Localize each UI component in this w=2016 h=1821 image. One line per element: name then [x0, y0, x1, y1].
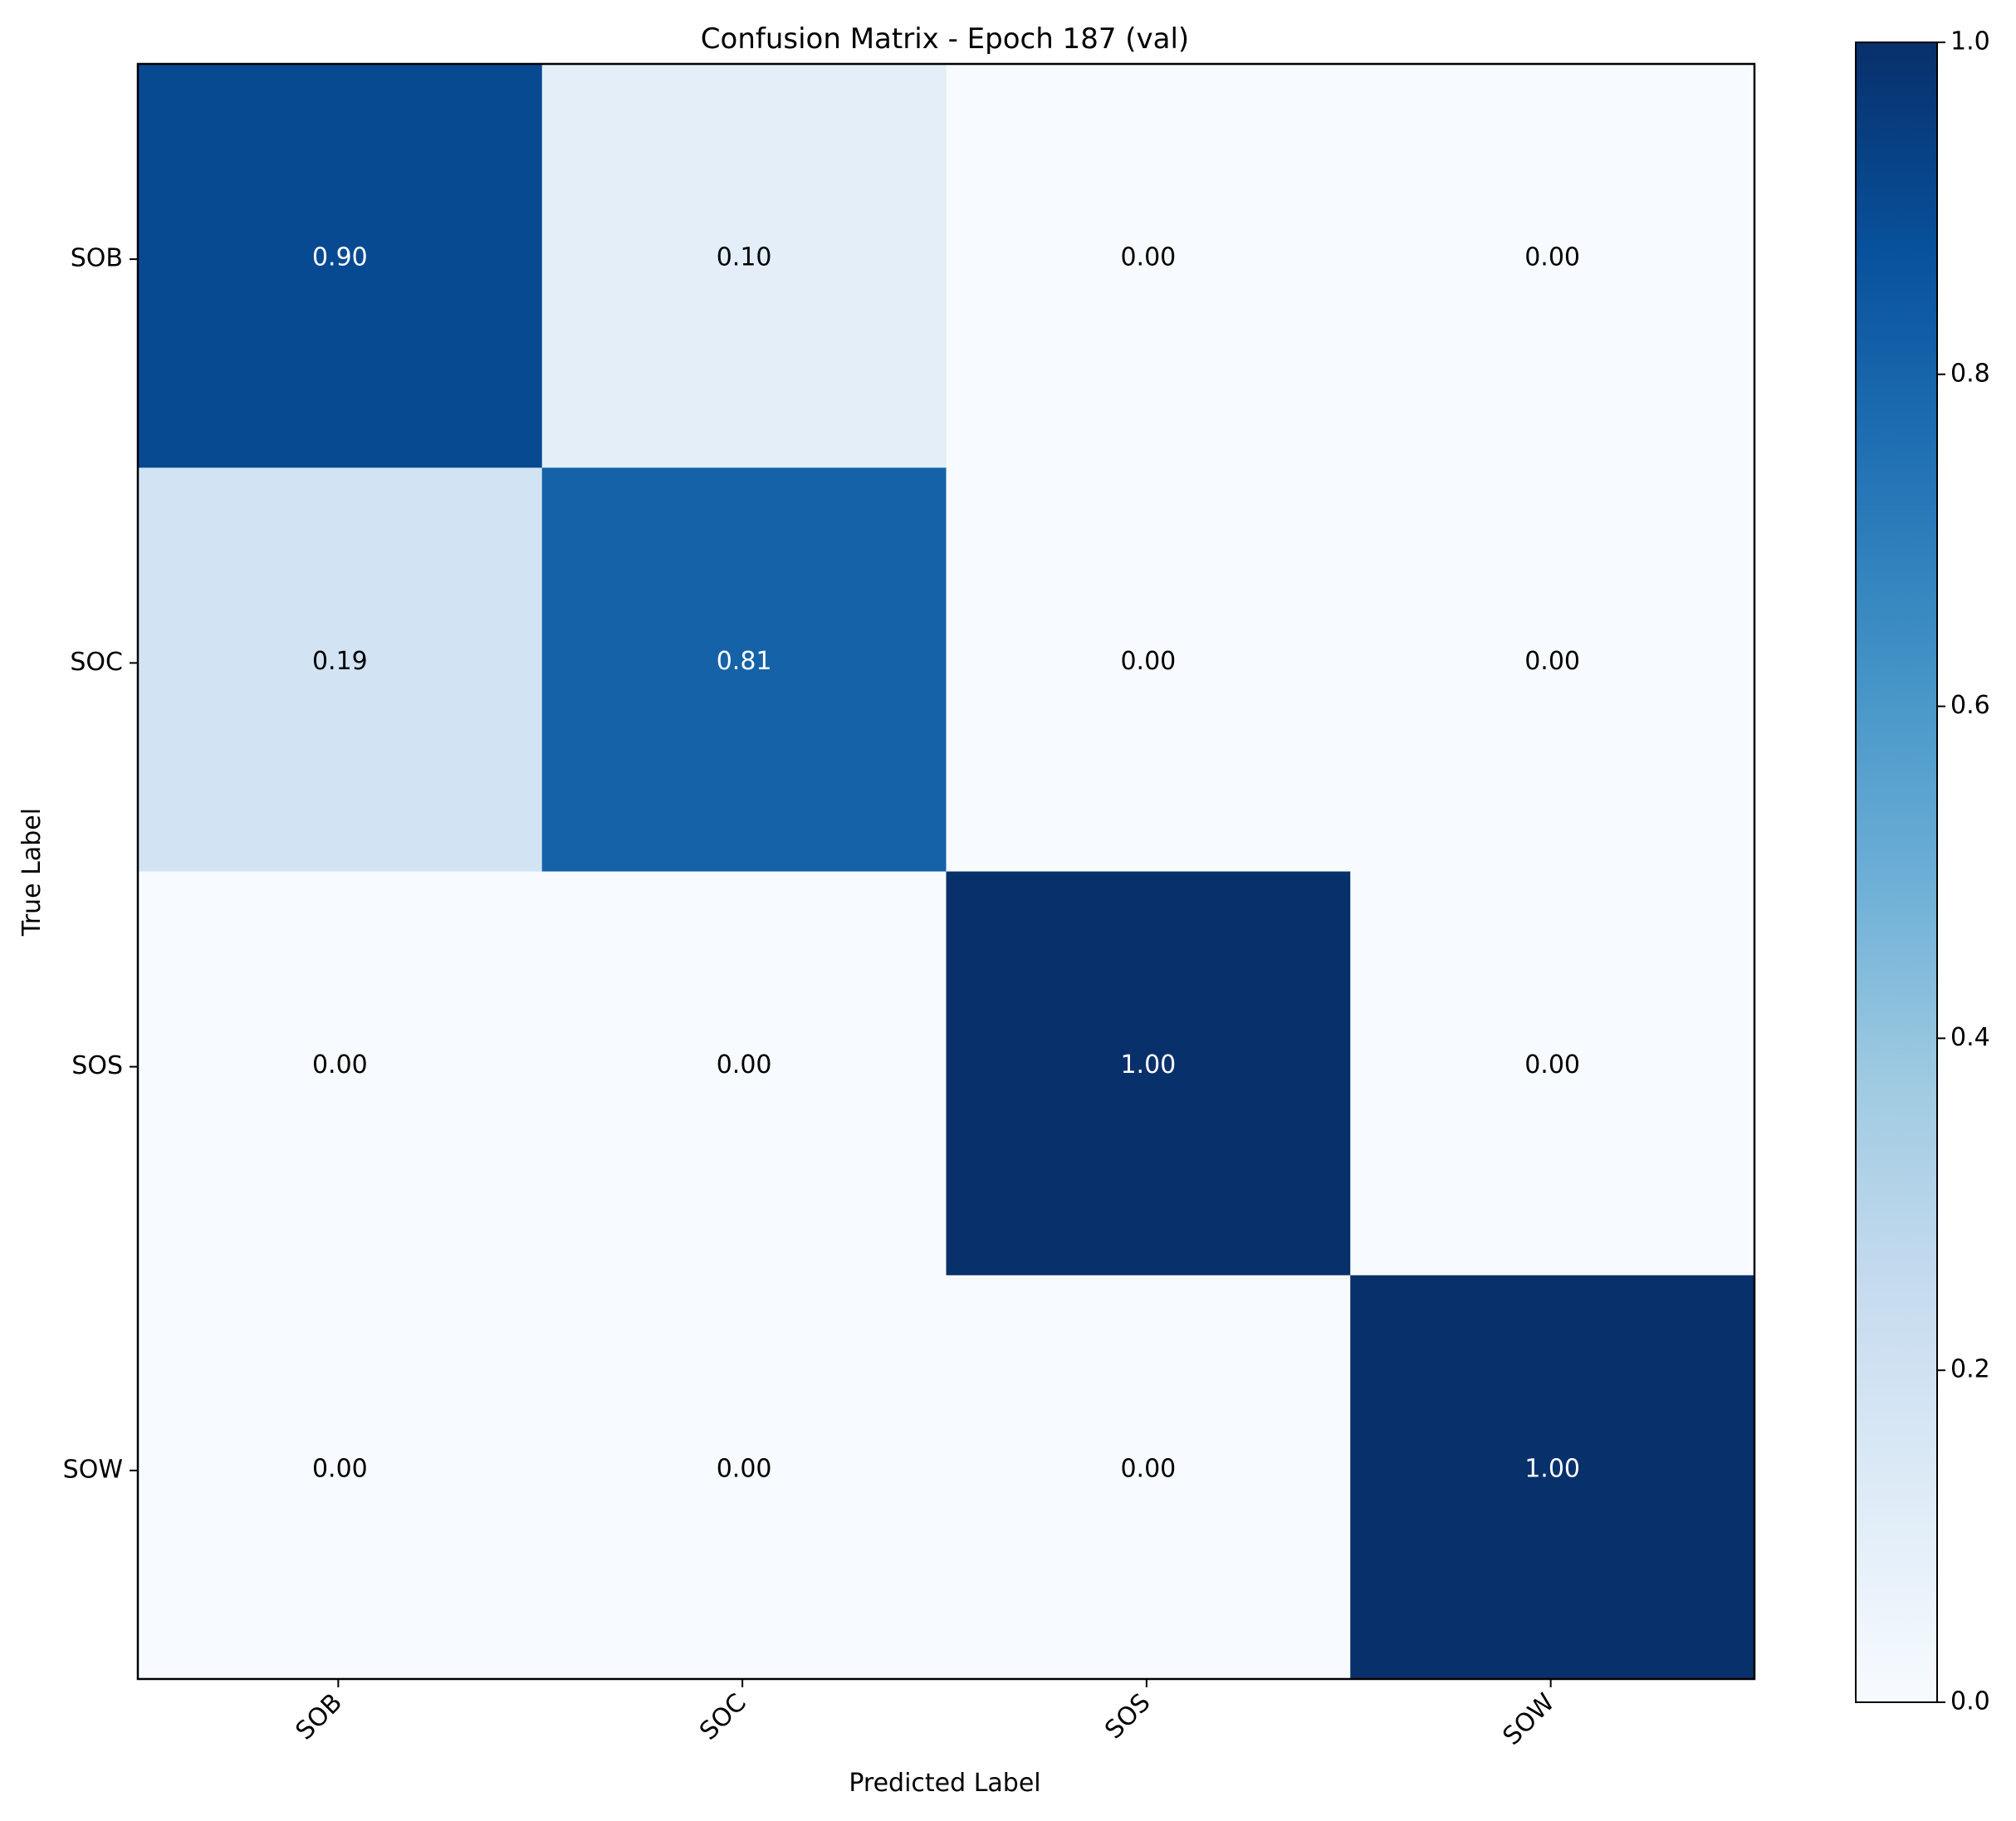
- plot-frame: [136, 62, 1756, 1681]
- colorbar-tick-label: 0.8: [1950, 359, 1990, 388]
- heatmap-cell: [541, 1275, 947, 1680]
- heatmap-cell: [138, 871, 543, 1276]
- cell-value-label: 0.00: [1524, 647, 1580, 676]
- colorbar-tick-label: 0.2: [1950, 1355, 1990, 1384]
- cell-value-label: 0.10: [717, 243, 772, 272]
- y-tick-label: SOS: [71, 1051, 123, 1080]
- heatmap-cell: [541, 467, 947, 872]
- heatmap-cell: [541, 871, 947, 1276]
- cell-value-label: 0.00: [312, 1454, 368, 1483]
- cell-value-label: 0.00: [1120, 647, 1176, 676]
- x-axis-label: Predicted Label: [849, 1769, 1040, 1798]
- colorbar-tick-label: 0.4: [1950, 1023, 1990, 1052]
- heatmap-cell: [946, 871, 1351, 1276]
- colorbar-tick-label: 1.0: [1950, 27, 1990, 56]
- y-tick-label: SOC: [70, 648, 123, 677]
- heatmap-cell: [946, 467, 1351, 872]
- cell-value-label: 0.19: [312, 647, 368, 676]
- cell-value-label: 0.00: [1120, 243, 1176, 272]
- heatmap-cell: [1350, 64, 1755, 468]
- cell-value-label: 1.00: [1120, 1050, 1176, 1079]
- cell-value-label: 0.00: [1524, 243, 1580, 272]
- heatmap-cells: [138, 64, 1755, 1680]
- heatmap-cell: [541, 64, 947, 468]
- heatmap-cell: [1350, 1275, 1755, 1680]
- cell-value-label: 0.00: [312, 1050, 368, 1079]
- y-axis-label: True Label: [17, 808, 46, 937]
- heatmap-cell: [1350, 467, 1755, 872]
- heatmap-cell: [138, 64, 543, 468]
- cell-value-label: 0.00: [1120, 1454, 1176, 1483]
- heatmap-cell: [138, 1275, 543, 1680]
- chart-title: Confusion Matrix - Epoch 187 (val): [701, 22, 1189, 56]
- cell-value-labels: 0.90 0.10 0.00 0.00 0.19 0.81 0.00 0.00 0.00 0.00…: [312, 243, 1580, 1484]
- cell-value-label: 0.81: [717, 647, 772, 676]
- cell-value-label: 0.00: [717, 1454, 772, 1483]
- heatmap-cell: [1350, 871, 1755, 1276]
- heatmap-cell: [946, 1275, 1351, 1680]
- cell-value-label: 0.00: [1524, 1050, 1580, 1079]
- y-tick-label: SOB: [71, 244, 123, 273]
- colorbar-tick-label: 0.0: [1950, 1687, 1990, 1716]
- cell-value-label: 1.00: [1524, 1454, 1580, 1483]
- cell-value-label: 0.90: [312, 243, 368, 272]
- colorbar-tick-label: 0.6: [1950, 691, 1990, 720]
- y-axis: SOB SOC SOS SOW: [63, 244, 138, 1484]
- cell-value-label: 0.00: [717, 1050, 772, 1079]
- heatmap-cell: [138, 467, 543, 872]
- colorbar-ticks: 0.0 0.2 0.4 0.6 0.8 1.0: [1937, 27, 1990, 1716]
- heatmap-cell: [946, 64, 1351, 468]
- colorbar-gradient: [1855, 42, 1938, 1703]
- y-tick-label: SOW: [63, 1455, 123, 1484]
- colorbar: 0.0 0.2 0.4 0.6 0.8 1.0: [1855, 27, 1990, 1716]
